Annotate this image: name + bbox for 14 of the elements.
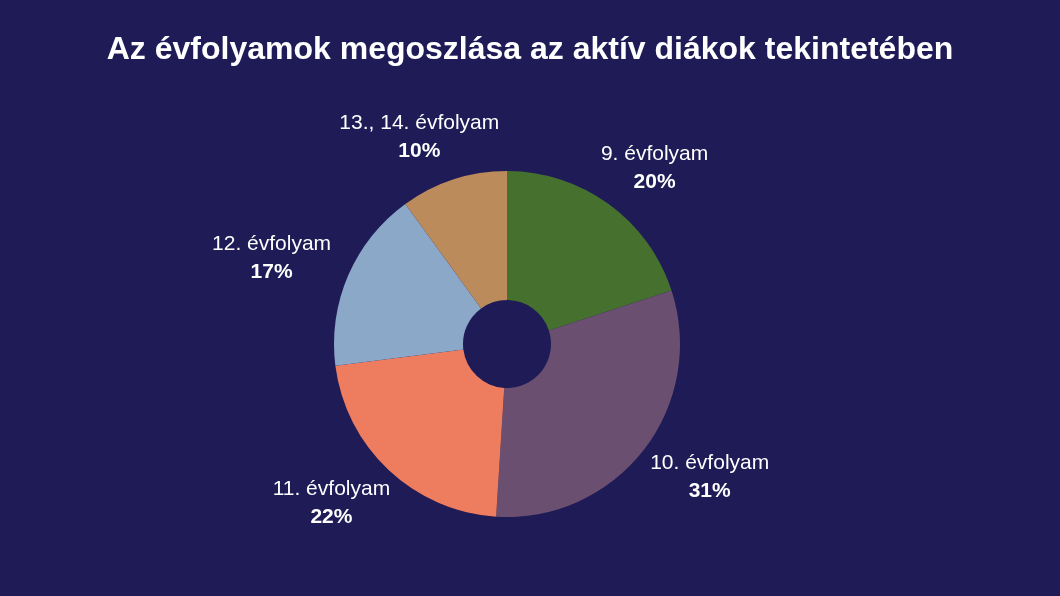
slice-label: 9. évfolyam xyxy=(600,140,709,164)
donut-slice xyxy=(496,290,680,517)
slice-label: 12. évfolyam xyxy=(212,230,332,254)
data-label: 17% xyxy=(250,258,293,282)
donut-slice xyxy=(334,204,482,366)
slice-label: 13., 14. évfolyam xyxy=(339,110,500,134)
slice-label: 11. évfolyam xyxy=(272,475,391,499)
data-label: 10% xyxy=(398,138,441,162)
data-label: 22% xyxy=(310,503,353,527)
donut-slice xyxy=(405,171,507,309)
data-label: 31% xyxy=(688,478,732,502)
data-label: 20% xyxy=(633,168,676,192)
chart-title: Az évfolyamok megoszlása az aktív diákok tekintetében xyxy=(106,30,954,66)
slice-label: 10. évfolyam xyxy=(650,450,770,474)
